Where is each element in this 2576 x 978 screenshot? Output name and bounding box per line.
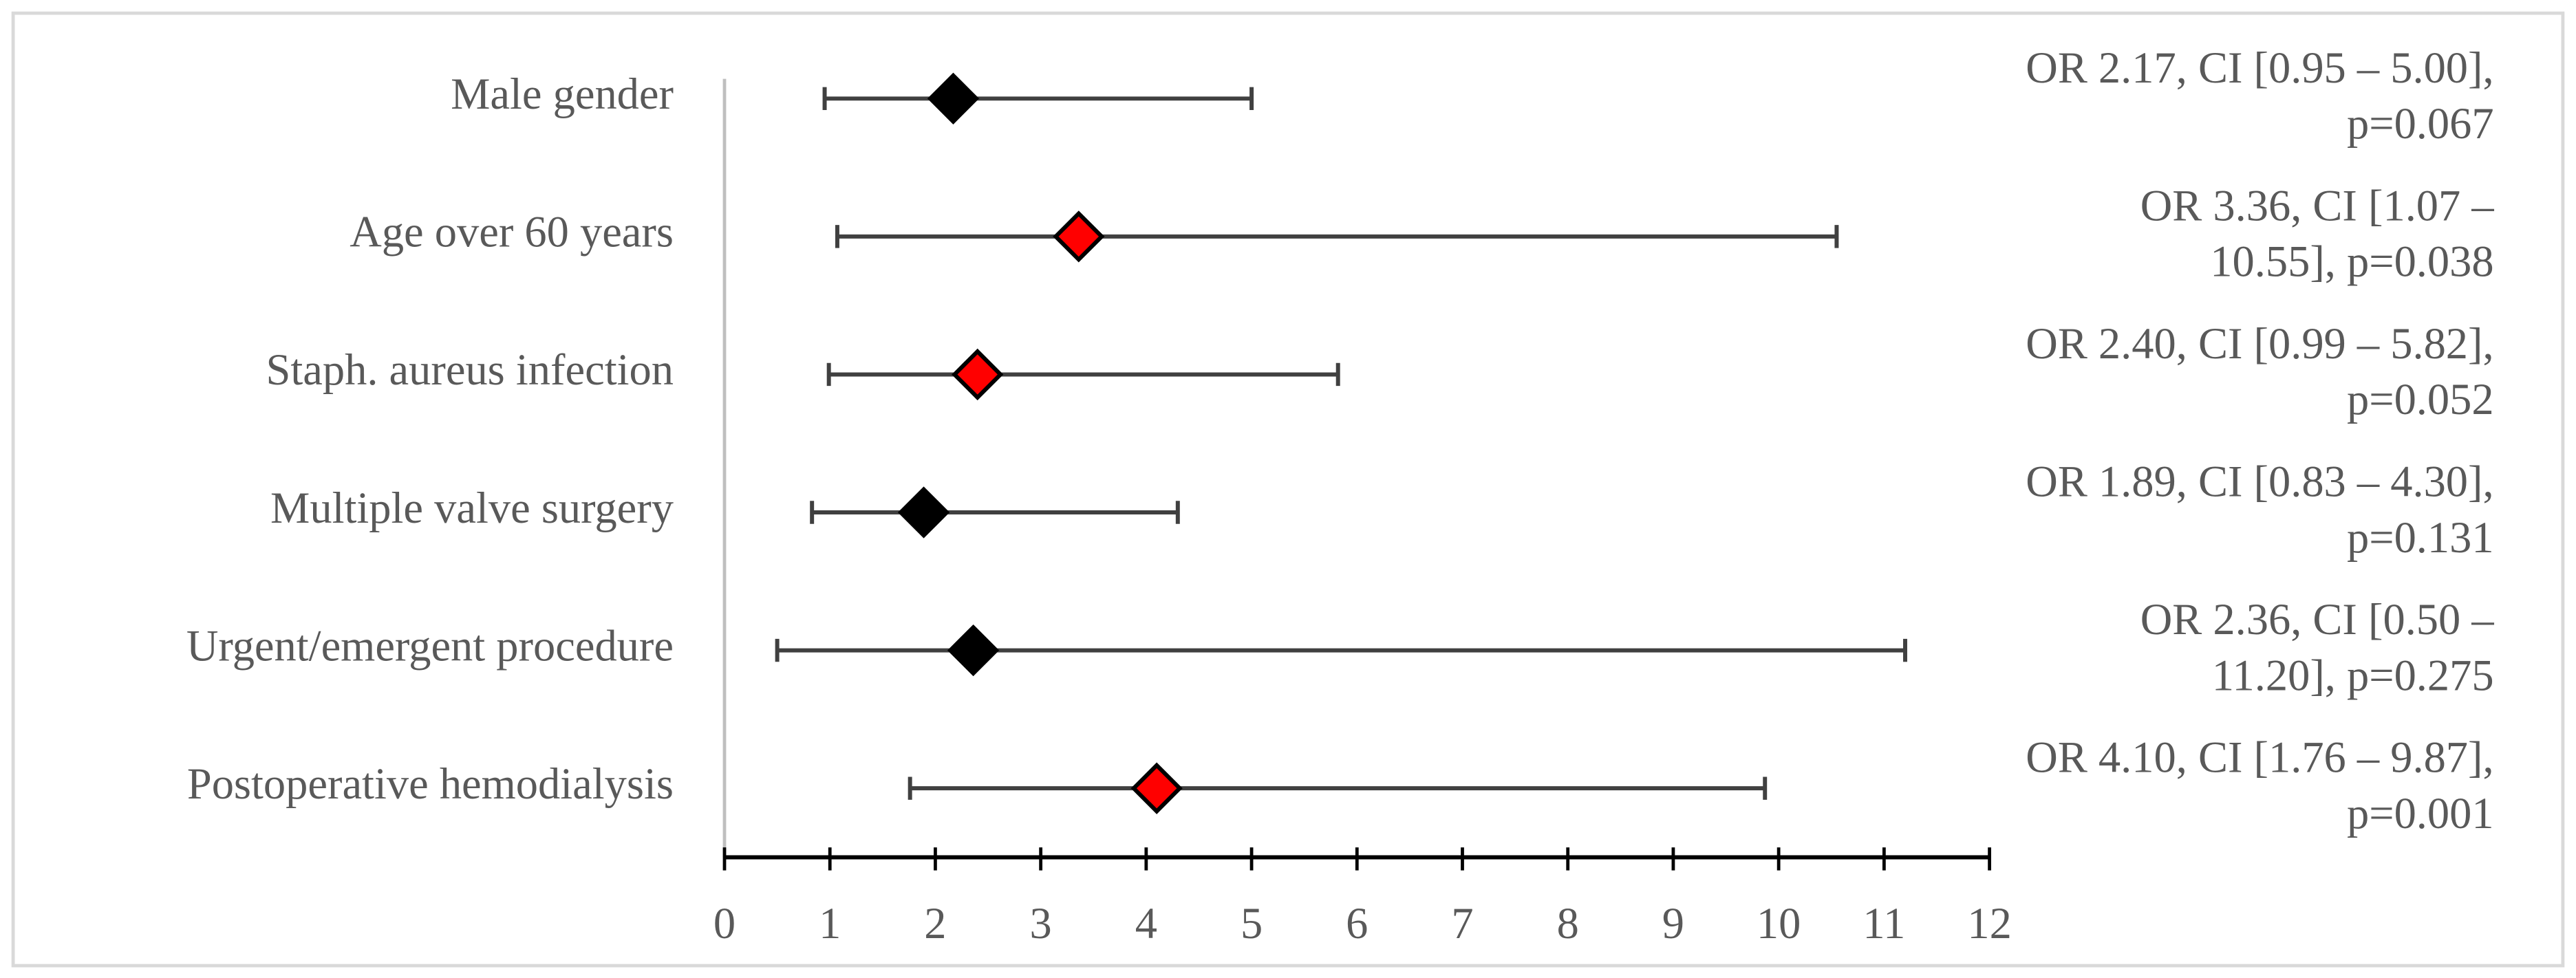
annotation: OR 1.89, CI [0.83 – 4.30], [2026, 457, 2493, 506]
annotation: p=0.067 [2347, 99, 2494, 148]
annotation: 11.20], p=0.275 [2212, 651, 2494, 699]
annotation: OR 2.17, CI [0.95 – 5.00], [2026, 43, 2493, 92]
annotation: p=0.052 [2347, 375, 2494, 424]
x-tick-label: 7 [1451, 899, 1473, 948]
x-tick-label: 3 [1030, 899, 1052, 948]
x-tick-label: 5 [1241, 899, 1263, 948]
annotation: OR 3.36, CI [1.07 – [2140, 181, 2495, 230]
chart-border [11, 11, 2565, 968]
category-label: Urgent/emergent procedure [186, 621, 674, 670]
x-tick-label: 10 [1757, 899, 1801, 948]
x-tick-label: 0 [713, 899, 736, 948]
odds-ratio-marker [952, 348, 1004, 401]
category-label: Staph. aureus infection [266, 345, 674, 394]
category-label: Postoperative hemodialysis [187, 759, 674, 808]
x-tick-label: 4 [1135, 899, 1157, 948]
x-tick-label: 8 [1557, 899, 1579, 948]
x-tick-label: 1 [819, 899, 841, 948]
category-label: Male gender [451, 69, 674, 118]
annotation: OR 4.10, CI [1.76 – 9.87], [2026, 733, 2493, 782]
x-tick-label: 9 [1662, 899, 1684, 948]
category-label: Age over 60 years [350, 208, 674, 257]
x-tick-label: 11 [1863, 899, 1905, 948]
x-tick-label: 12 [1967, 899, 2011, 948]
odds-ratio-marker [947, 624, 1000, 677]
annotation: p=0.001 [2347, 789, 2494, 838]
category-label: Multiple valve surgery [270, 483, 674, 532]
odds-ratio-marker [897, 486, 950, 539]
odds-ratio-marker [927, 72, 980, 124]
annotation: OR 2.36, CI [0.50 – [2140, 595, 2495, 644]
odds-ratio-marker [1130, 762, 1183, 814]
x-tick-label: 6 [1346, 899, 1368, 948]
annotation: 10.55], p=0.038 [2210, 237, 2493, 286]
odds-ratio-marker [1053, 210, 1105, 263]
annotation: OR 2.40, CI [0.99 – 5.82], [2026, 319, 2493, 368]
x-tick-label: 2 [924, 899, 946, 948]
annotation: p=0.131 [2347, 513, 2494, 562]
